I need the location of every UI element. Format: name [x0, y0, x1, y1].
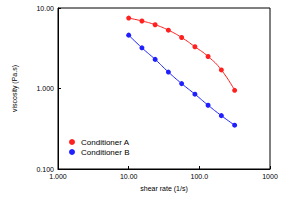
- svg-text:10.00: 10.00: [120, 173, 138, 180]
- svg-text:Conditioner A: Conditioner A: [81, 138, 130, 147]
- svg-text:Conditioner B: Conditioner B: [81, 148, 129, 157]
- svg-text:10.00: 10.00: [36, 5, 54, 12]
- svg-text:1.000: 1.000: [36, 85, 54, 92]
- svg-text:1000: 1000: [262, 173, 278, 180]
- svg-text:viscosity (Pa.s): viscosity (Pa.s): [11, 65, 19, 112]
- svg-text:100.0: 100.0: [191, 173, 209, 180]
- svg-text:shear rate (1/s): shear rate (1/s): [140, 185, 187, 193]
- svg-text:0.100: 0.100: [36, 166, 54, 173]
- svg-text:1.000: 1.000: [49, 173, 67, 180]
